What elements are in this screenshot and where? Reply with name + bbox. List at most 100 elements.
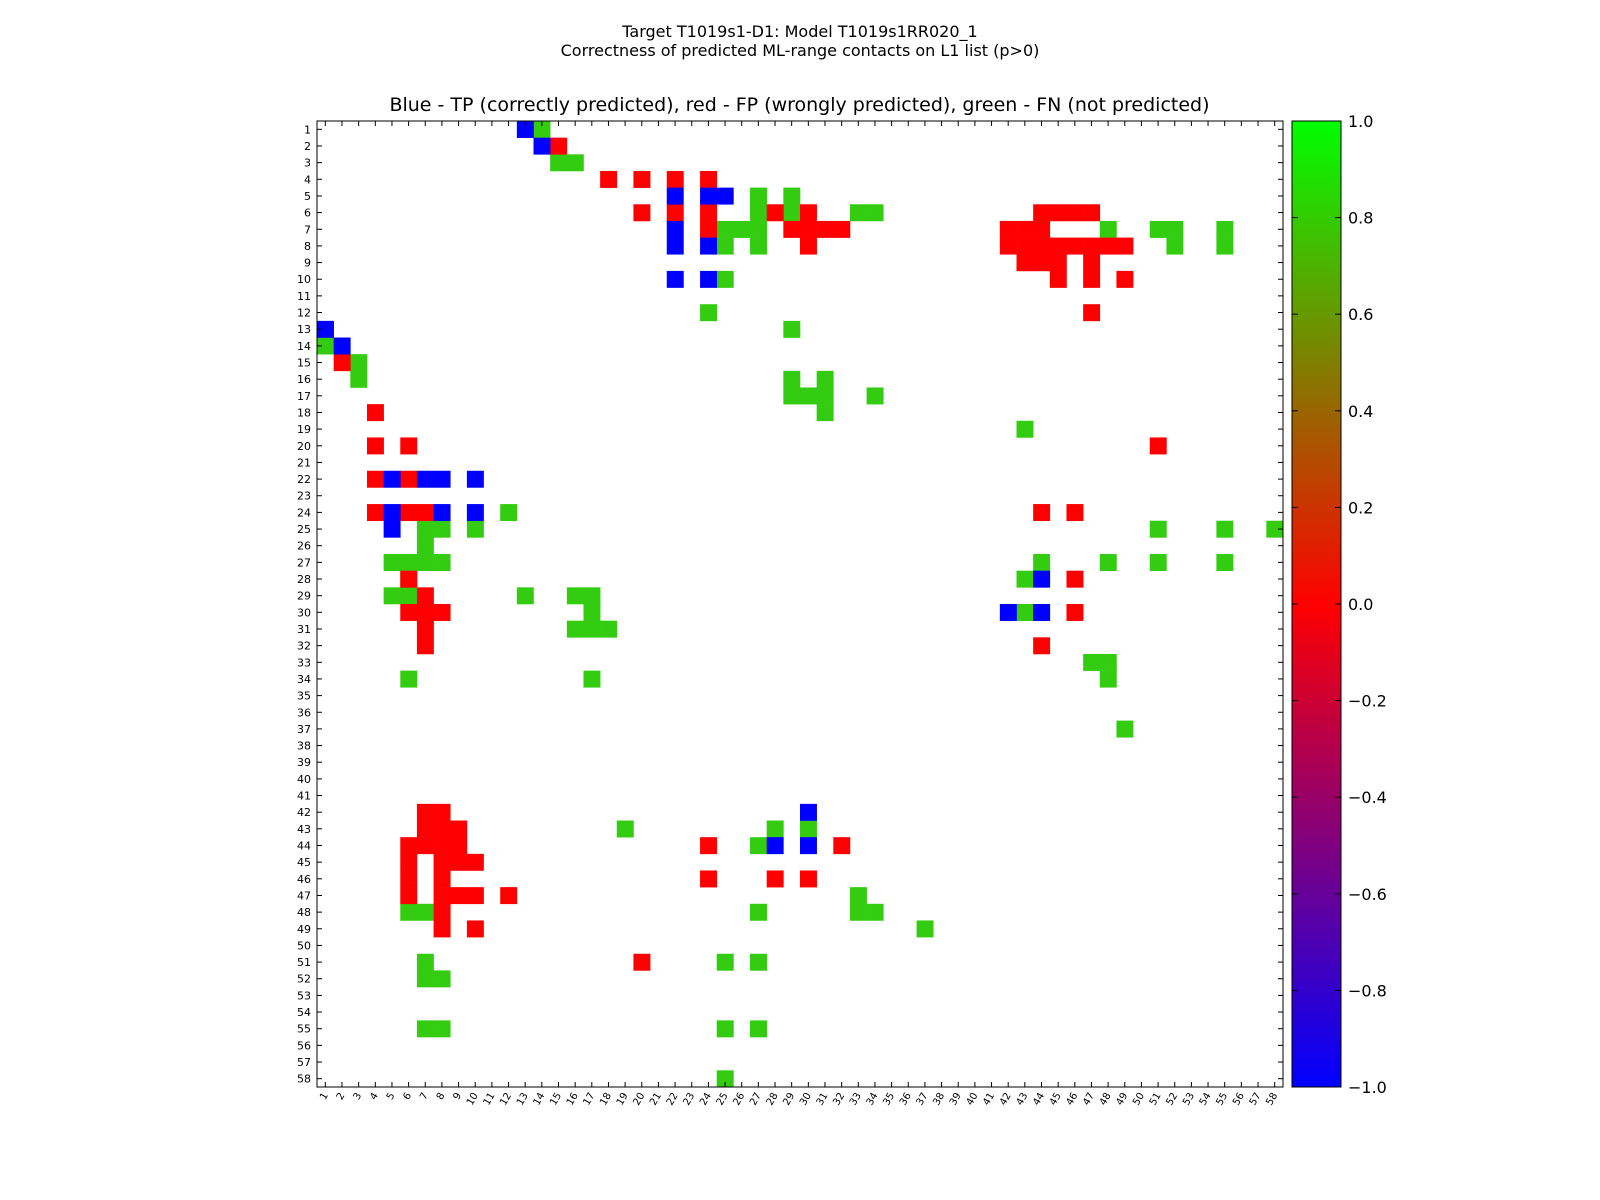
cell-fp-12-47	[1083, 304, 1101, 322]
cell-tp-24-5	[383, 504, 401, 522]
cell-fn-8-25	[716, 237, 734, 255]
cell-fp-47-10	[466, 887, 484, 905]
x-tick-label: 50	[1131, 1091, 1147, 1108]
x-tick-label: 41	[981, 1091, 997, 1108]
cell-fp-30-46	[1066, 604, 1084, 621]
y-tick-label: 39	[297, 756, 311, 769]
cell-tp-5-24	[700, 187, 718, 205]
cell-fp-32-7	[416, 637, 434, 655]
cell-tp-5-25	[716, 187, 734, 205]
x-tick-label: 27	[748, 1091, 764, 1108]
y-tick-label: 38	[297, 740, 311, 753]
cell-fp-44-8	[433, 837, 451, 855]
cell-fn-34-6	[400, 670, 418, 688]
y-tick-label: 52	[297, 973, 311, 986]
y-tick-label: 44	[297, 840, 311, 853]
cell-fp-47-12	[500, 887, 518, 905]
cell-fn-6-34	[866, 204, 884, 222]
y-tick-label: 11	[297, 290, 311, 303]
cell-fp-45-10	[466, 853, 484, 871]
cell-tp-7-22	[666, 220, 684, 238]
y-tick-label: 34	[297, 673, 311, 686]
cell-fn-30-43	[1016, 604, 1034, 621]
cell-fn-29-6	[400, 587, 418, 605]
y-tick-label: 49	[297, 923, 311, 936]
y-tick-label: 15	[297, 357, 311, 370]
cell-fn-16-29	[783, 370, 801, 388]
cell-fp-10-45	[1049, 270, 1067, 288]
cell-fp-7-24	[700, 220, 718, 238]
cell-tp-5-22	[666, 187, 684, 205]
y-tick-label: 21	[297, 456, 311, 469]
x-tick-label: 3	[352, 1091, 365, 1102]
x-tick-label: 43	[1015, 1091, 1031, 1108]
x-tick-label: 49	[1114, 1091, 1130, 1108]
y-tick-label: 22	[297, 473, 311, 486]
cell-tp-22-8	[433, 470, 451, 488]
cell-fn-6-33	[849, 204, 867, 222]
y-tick-label: 19	[297, 423, 311, 436]
x-tick-label: 42	[998, 1091, 1014, 1108]
cell-fn-17-29	[783, 387, 801, 405]
cell-fp-49-10	[466, 920, 484, 938]
cell-fn-17-34	[866, 387, 884, 405]
cell-fp-28-46	[1066, 570, 1084, 588]
y-tick-label: 46	[297, 873, 311, 886]
cell-fn-27-7	[416, 554, 434, 571]
cell-fn-1-14	[533, 121, 551, 138]
cell-fp-8-47	[1083, 237, 1101, 255]
cell-fp-42-7	[416, 803, 434, 821]
figure-title-line1: Target T1019s1-D1: Model T1019s1RR020_1	[622, 22, 978, 41]
cell-fp-47-8	[433, 887, 451, 905]
x-tick-label: 14	[532, 1091, 548, 1108]
cell-fn-52-8	[433, 970, 451, 988]
cell-fn-34-48	[1099, 670, 1117, 688]
cell-fn-7-27	[750, 220, 767, 238]
y-tick-label: 5	[304, 190, 311, 203]
cell-fp-8-45	[1049, 237, 1067, 255]
x-tick-label: 34	[865, 1091, 881, 1108]
y-tick-label: 18	[297, 406, 311, 419]
cell-fp-43-8	[433, 820, 451, 838]
plot-frame	[316, 120, 1284, 1088]
cell-fn-33-48	[1099, 653, 1117, 671]
cell-fn-55-25	[716, 1020, 734, 1038]
x-tick-label: 24	[698, 1091, 714, 1108]
cell-fp-10-49	[1116, 270, 1134, 288]
cell-fp-49-8	[433, 920, 451, 938]
y-tick-label: 20	[297, 440, 311, 453]
cell-fn-30-17	[583, 604, 601, 621]
cell-fp-44-24	[700, 837, 718, 855]
colorbar-tick-label: −0.4	[1348, 788, 1387, 807]
cell-fp-47-6	[400, 887, 418, 905]
cell-fn-26-7	[416, 537, 434, 555]
y-tick-label: 30	[297, 606, 311, 619]
cell-fn-12-24	[700, 304, 718, 322]
cell-fn-55-8	[433, 1020, 451, 1038]
y-tick-label: 45	[297, 856, 311, 869]
cell-tp-42-30	[800, 803, 817, 821]
cell-fp-45-9	[450, 853, 468, 871]
cell-fp-22-4	[366, 470, 384, 488]
colorbar-tick-label: 0.4	[1348, 402, 1373, 421]
y-tick-label: 47	[297, 889, 311, 902]
cell-fn-27-8	[433, 554, 451, 571]
colorbar-tick-label: −0.2	[1348, 692, 1387, 711]
x-tick-label: 45	[1048, 1091, 1064, 1108]
x-tick-label: 22	[665, 1091, 681, 1108]
x-tick-label: 51	[1148, 1091, 1164, 1108]
cell-fn-58-25	[716, 1070, 734, 1088]
y-tick-label: 42	[297, 806, 311, 819]
cell-fp-44-7	[416, 837, 434, 855]
x-tick-label: 30	[798, 1091, 814, 1108]
cell-fn-7-52	[1166, 220, 1184, 238]
cell-fn-28-43	[1016, 570, 1034, 588]
cell-tp-28-44	[1033, 570, 1051, 588]
y-tick-label: 29	[297, 590, 311, 603]
x-tick-label: 16	[565, 1091, 581, 1108]
cell-fn-29-17	[583, 587, 601, 605]
cell-fp-24-46	[1066, 504, 1084, 522]
cell-fn-37-49	[1116, 720, 1134, 738]
cell-fn-55-27	[750, 1020, 767, 1038]
